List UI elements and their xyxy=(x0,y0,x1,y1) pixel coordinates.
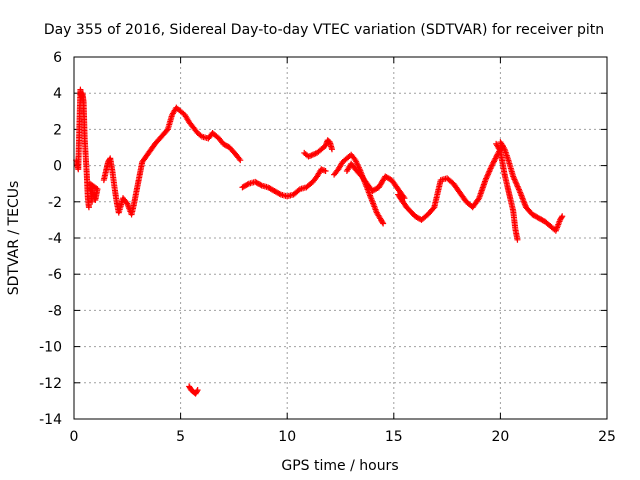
data-point-marker xyxy=(257,181,264,188)
y-tick-label: 6 xyxy=(53,50,62,66)
grid xyxy=(74,57,607,419)
data-point-marker xyxy=(276,190,283,197)
x-axis-label: GPS time / hours xyxy=(281,458,398,474)
data-point-marker xyxy=(328,146,335,153)
series-noon-jump xyxy=(301,137,335,160)
series-late-dip xyxy=(493,140,521,243)
y-tick-label: -4 xyxy=(48,231,62,247)
x-tick-label: 20 xyxy=(491,429,509,445)
y-tick-label: -8 xyxy=(48,303,62,319)
y-tick-label: -14 xyxy=(39,412,62,428)
x-tick-label: 15 xyxy=(385,429,403,445)
data-point-marker xyxy=(237,157,244,164)
y-tick-label: 0 xyxy=(53,159,62,175)
y-tick-label: -2 xyxy=(48,195,62,211)
data-point-marker xyxy=(514,236,521,243)
data-point-marker xyxy=(85,204,92,211)
y-tick-label: -12 xyxy=(39,376,62,392)
data-point-marker xyxy=(194,387,201,394)
plot-frame xyxy=(73,56,608,420)
series-early-spike xyxy=(73,86,92,211)
y-tick-label: -10 xyxy=(39,340,62,356)
x-tick-label: 25 xyxy=(598,429,616,445)
data-point-marker xyxy=(322,168,329,175)
series-afternoon-loop-b xyxy=(343,160,408,202)
data-point-marker xyxy=(89,198,96,205)
series-early-scatter xyxy=(86,180,101,205)
y-axis-label: SDTVAR / TECUs xyxy=(6,181,22,296)
y-tick-label: -6 xyxy=(48,267,62,283)
data-points xyxy=(73,86,566,397)
data-point-marker xyxy=(558,214,565,221)
series-afternoon-loop-a xyxy=(331,151,387,227)
series-morning-trace xyxy=(100,104,244,218)
x-tick-label: 0 xyxy=(70,429,79,445)
data-point-marker xyxy=(380,220,387,227)
series-midday-trace xyxy=(239,166,329,200)
data-point-marker xyxy=(559,213,566,220)
series-late-trace xyxy=(395,142,506,223)
y-tick-label: 2 xyxy=(53,122,62,138)
data-point-marker xyxy=(379,219,386,226)
x-tick-label: 10 xyxy=(278,429,296,445)
chart-title: Day 355 of 2016, Sidereal Day-to-day VTE… xyxy=(44,22,604,38)
data-point-marker xyxy=(236,155,243,162)
series-evening-trace xyxy=(497,139,566,234)
data-point-marker xyxy=(244,181,251,188)
series-isolated-low xyxy=(186,383,201,397)
x-tick-label: 5 xyxy=(176,429,185,445)
data-point-marker xyxy=(193,388,200,395)
y-tick-label: 4 xyxy=(53,86,62,102)
